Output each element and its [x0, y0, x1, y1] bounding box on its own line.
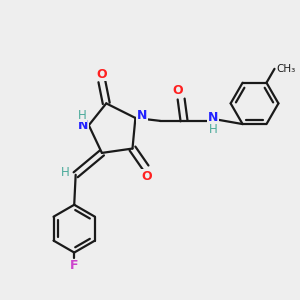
Text: N: N: [136, 109, 147, 122]
Text: O: O: [172, 84, 183, 98]
Text: H: H: [61, 166, 70, 179]
Text: N: N: [208, 112, 218, 124]
Text: F: F: [70, 259, 79, 272]
Text: CH₃: CH₃: [277, 64, 296, 74]
Text: O: O: [142, 170, 152, 183]
Text: N: N: [78, 119, 88, 132]
Text: H: H: [209, 122, 218, 136]
Text: O: O: [97, 68, 107, 81]
Text: H: H: [78, 109, 87, 122]
